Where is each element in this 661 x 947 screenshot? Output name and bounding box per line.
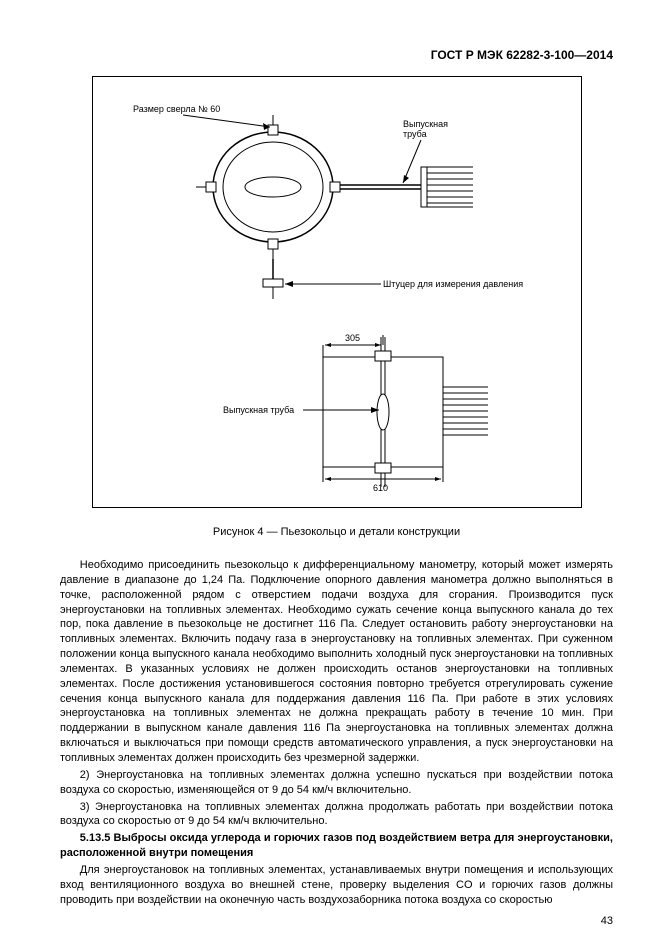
figure-caption: Рисунок 4 — Пьезокольцо и детали констру… xyxy=(60,526,613,538)
paragraph-5: Для энергоустановок на топливных элемент… xyxy=(60,863,613,908)
outlet-fins-side xyxy=(443,387,488,435)
outlet-fins-top xyxy=(427,167,473,207)
body-text-block: Необходимо присоединить пьезокольцо к ди… xyxy=(60,558,613,907)
standard-code-header: ГОСТ Р МЭК 62282-3-100—2014 xyxy=(60,48,613,62)
figure-4-container: Размер сверла № 60 xyxy=(92,76,582,508)
paragraph-1: Необходимо присоединить пьезокольцо к ди… xyxy=(60,558,613,766)
label-outlet-pipe-top1: Выпускная xyxy=(403,119,448,129)
side-view-diagram: Выпускная труба 305 610 xyxy=(223,333,488,493)
section-heading-5-13-5: 5.13.5 Выбросы оксида углерода и горючих… xyxy=(60,831,613,861)
dim-305: 305 xyxy=(345,333,360,343)
label-pressure-fitting: Штуцер для измерения давления xyxy=(383,279,523,289)
label-outlet-pipe-side: Выпускная труба xyxy=(223,405,294,415)
dim-610: 610 xyxy=(373,483,388,493)
paragraph-2: 2) Энергоустановка на топливных элемента… xyxy=(60,768,613,798)
label-outlet-pipe-top2: труба xyxy=(403,129,427,139)
piezo-ring-diagram: Размер сверла № 60 xyxy=(133,104,523,299)
label-drill-size: Размер сверла № 60 xyxy=(133,104,220,114)
page-number: 43 xyxy=(60,915,613,927)
paragraph-3: 3) Энергоустановка на топливных элемента… xyxy=(60,800,613,830)
